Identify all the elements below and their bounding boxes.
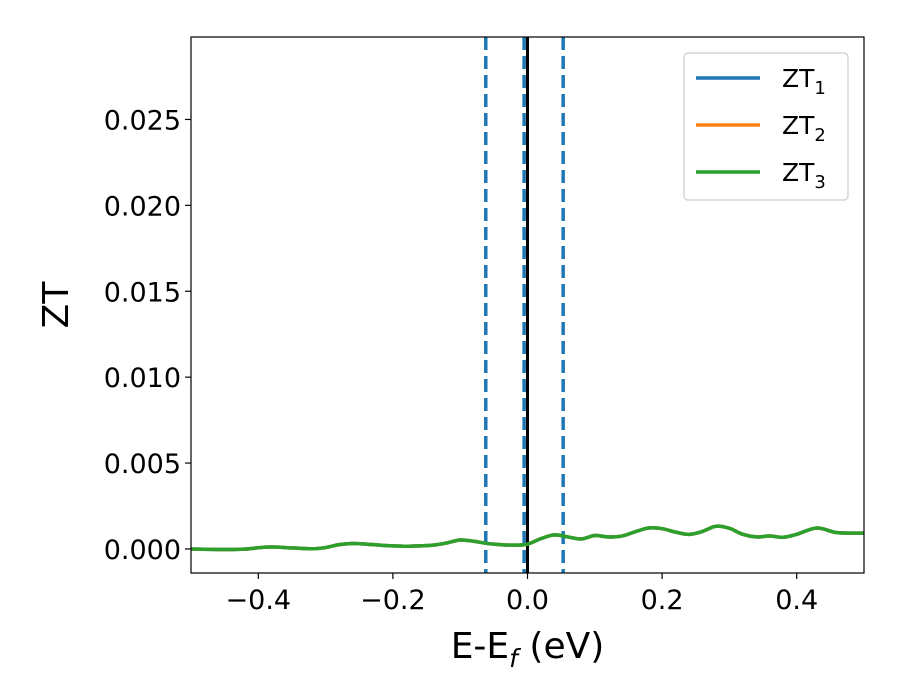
x-tick-label: 0.2 bbox=[641, 585, 684, 616]
legend-label-zt3: ZT3 bbox=[782, 158, 826, 193]
legend-label-zt2: ZT2 bbox=[782, 111, 826, 146]
series-line-zt3 bbox=[191, 524, 864, 552]
legend-box bbox=[683, 52, 849, 201]
legend-label-subscript: 2 bbox=[814, 125, 825, 146]
x-axis-ticks: −0.4 −0.2 0.0 0.2 0.4 bbox=[226, 573, 818, 616]
series-lines bbox=[191, 524, 864, 552]
x-tick-label: 0.0 bbox=[506, 585, 549, 616]
legend-label-zt1: ZT1 bbox=[782, 64, 826, 99]
x-axis-label-main: E-E bbox=[451, 626, 509, 667]
y-tick-label: 0.015 bbox=[104, 277, 181, 308]
legend-label-subscript: 1 bbox=[814, 78, 825, 99]
legend-label-main: ZT bbox=[782, 64, 815, 93]
y-tick-label: 0.020 bbox=[104, 191, 181, 222]
x-axis-label: E-Ef (eV) bbox=[451, 626, 605, 673]
y-axis-label: ZT bbox=[36, 281, 77, 329]
legend-label-subscript: 3 bbox=[814, 172, 825, 193]
legend-label-main: ZT bbox=[782, 158, 815, 187]
x-tick-label: −0.4 bbox=[226, 585, 292, 616]
y-tick-label: 0.000 bbox=[104, 535, 181, 566]
vertical-reference-lines bbox=[484, 37, 565, 573]
x-tick-label: −0.2 bbox=[360, 585, 426, 616]
y-tick-label: 0.025 bbox=[104, 105, 181, 136]
y-tick-label: 0.005 bbox=[104, 449, 181, 480]
y-axis-ticks: 0.000 0.005 0.010 0.015 0.020 0.025 bbox=[104, 105, 191, 566]
x-axis-label-rest: (eV) bbox=[518, 626, 604, 667]
y-tick-label: 0.010 bbox=[104, 363, 181, 394]
legend-label-main: ZT bbox=[782, 111, 815, 140]
x-tick-label: 0.4 bbox=[775, 585, 818, 616]
